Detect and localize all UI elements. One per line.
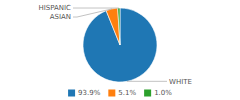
pie-slice <box>83 8 157 82</box>
slice-label: WHITE <box>169 78 192 86</box>
legend-label: 1.0% <box>154 89 172 97</box>
legend-swatch <box>144 90 151 97</box>
slice-label: ASIAN <box>50 13 71 21</box>
pie-slice <box>106 8 120 45</box>
chart: WHITE ASIANHISPANIC 93.9% 5.1% 1.0% <box>0 0 240 100</box>
pie-slice <box>118 8 120 45</box>
leader-line <box>73 8 119 9</box>
legend-item: 93.9% <box>68 89 101 97</box>
slice-label: HISPANIC <box>38 4 71 12</box>
legend-label: 5.1% <box>118 89 136 97</box>
legend-swatch <box>108 90 115 97</box>
leader-line <box>73 9 112 17</box>
legend-swatch <box>68 90 75 97</box>
legend-item: 5.1% <box>108 89 136 97</box>
slice-labels: WHITE ASIANHISPANIC <box>38 4 191 85</box>
legend-label: 93.9% <box>78 89 101 97</box>
legend-item: 1.0% <box>144 89 172 97</box>
leader-line <box>127 81 167 82</box>
legend: 93.9% 5.1% 1.0% <box>68 89 172 97</box>
pie <box>83 8 157 82</box>
